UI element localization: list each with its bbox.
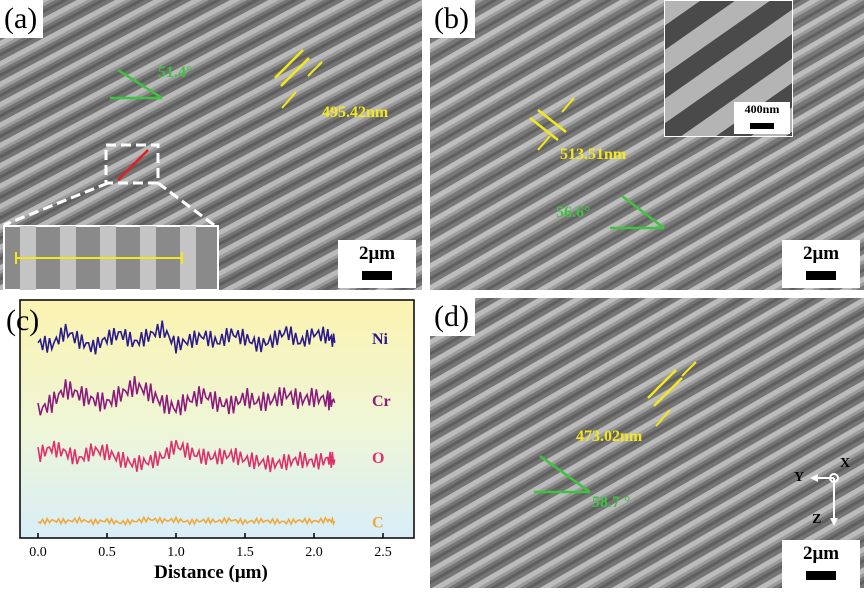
panel-d-label: (d) [430, 298, 475, 336]
x-tick-label-2: 1.0 [167, 545, 185, 560]
panel-a: (a) 51.4° 495.42nm 2μm [0, 0, 422, 290]
panel-d: (d) 473.02nm 58.7 ° X Y Z 2μm [430, 298, 864, 588]
panel-d-period: 473.02nm [576, 428, 643, 445]
x-tick-label-5: 2.5 [374, 545, 392, 560]
series-label-c: C [372, 514, 384, 531]
series-line-ni [37, 320, 336, 355]
x-tick-label-3: 1.5 [236, 545, 254, 560]
chart-plot-area [19, 299, 415, 539]
panel-d-scale-bar [806, 571, 836, 580]
chart-c: 0.0 0.5 1.0 1.5 2.0 2.5 Ni Cr O C [19, 299, 415, 560]
panel-b-label: (b) [430, 0, 475, 38]
panel-d-scalebar: 2μm [782, 540, 860, 588]
panel-b-scale-text: 2μm [802, 243, 840, 264]
panel-b: 400nm (b) 513.51nm 56.6° 2μm [430, 0, 864, 290]
panel-c-label: (c) [6, 304, 40, 337]
series-line-c [37, 515, 336, 527]
sem-texture-d [430, 298, 864, 588]
series-line-cr [37, 375, 336, 416]
x-tick-label-0: 0.0 [29, 545, 47, 560]
panel-b-scale-bar [806, 271, 836, 280]
panel-a-angle: 51.4° [158, 64, 193, 81]
series-label-o: O [372, 450, 384, 467]
panel-b-scalebar: 2μm [782, 240, 860, 288]
panel-b-inset: 400nm [664, 0, 793, 137]
panel-a-period: 495.42nm [322, 104, 389, 121]
panel-c: 0.0 0.5 1.0 1.5 2.0 2.5 Ni Cr O C (c) Distance (… [0, 296, 422, 588]
panel-d-scale-text: 2μm [802, 543, 840, 564]
panel-b-inset-scalebar: 400nm [734, 102, 790, 134]
panel-a-scalebar: 2μm [338, 240, 416, 288]
x-tick-label-1: 0.5 [98, 545, 116, 560]
series-label-ni: Ni [372, 331, 389, 348]
panel-b-inset-scale-bar [750, 123, 774, 129]
panel-a-scale-bar [362, 271, 392, 280]
series-line-o [37, 439, 336, 473]
panel-b-inset-scale-text: 400nm [744, 102, 780, 116]
axis-z-label: Z [812, 512, 822, 527]
panel-b-angle: 56.6° [556, 204, 591, 221]
panel-d-angle: 58.7 ° [592, 494, 631, 511]
chart-xlabel: Distance (μm) [154, 562, 268, 583]
panel-a-label: (a) [0, 0, 44, 38]
axis-y-label: Y [794, 470, 805, 485]
axis-x-label: X [840, 456, 851, 471]
panel-b-period: 513.51nm [560, 146, 627, 163]
x-tick-label-4: 2.0 [305, 545, 323, 560]
sem-texture-a [0, 0, 422, 290]
panel-a-scale-text: 2μm [358, 243, 396, 264]
series-label-cr: Cr [372, 393, 391, 410]
